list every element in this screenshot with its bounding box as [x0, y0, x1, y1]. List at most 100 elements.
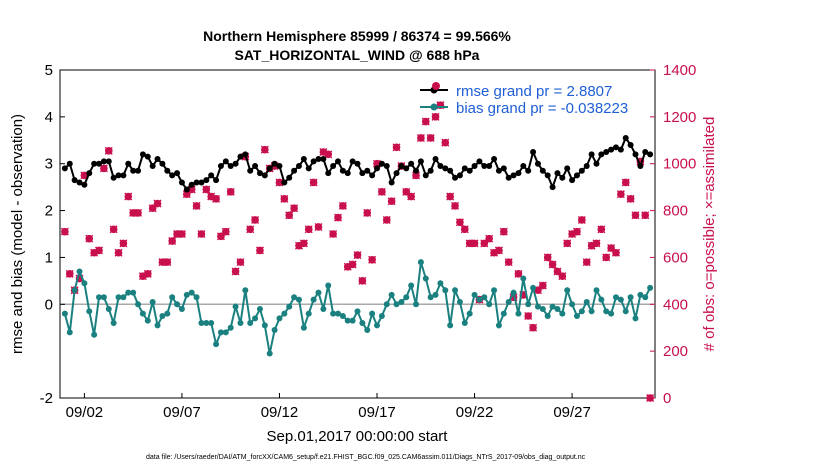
obs-assimilated-marker — [392, 143, 401, 152]
bias-point — [442, 287, 449, 294]
obs-assimilated-marker — [153, 199, 162, 208]
bias-point — [432, 291, 439, 298]
rmse-series — [61, 134, 654, 193]
bias-point — [642, 294, 649, 301]
y-tick-label: 1 — [45, 249, 53, 266]
obs-assimilated-marker — [616, 190, 625, 199]
rmse-point — [159, 160, 166, 167]
bias-point — [115, 294, 122, 301]
rmse-point — [627, 141, 634, 148]
rmse-point — [427, 167, 434, 174]
obs-assimilated-marker — [338, 201, 347, 210]
bias-point — [554, 305, 561, 312]
bias-point — [564, 287, 571, 294]
bias-point — [612, 294, 619, 301]
rmse-point — [66, 160, 73, 167]
bias-point — [632, 315, 639, 322]
rmse-point — [164, 167, 171, 174]
rmse-point — [378, 160, 385, 167]
obs-assimilated-marker — [543, 253, 552, 262]
rmse-point — [110, 174, 117, 181]
y2-tick-label: 1200 — [663, 109, 696, 126]
obs-assimilated-marker — [358, 276, 367, 285]
rmse-point — [115, 172, 122, 179]
rmse-point — [471, 163, 478, 170]
rmse-point — [354, 160, 361, 167]
rmse-point — [213, 177, 220, 184]
rmse-point — [178, 179, 185, 186]
bias-point — [61, 310, 68, 317]
rmse-point — [198, 179, 205, 186]
rmse-point — [505, 174, 512, 181]
rmse-point — [183, 186, 190, 193]
obs-assimilated-marker — [363, 208, 372, 217]
bias-point — [364, 327, 371, 334]
y-tick-label: 2 — [45, 203, 53, 220]
obs-assimilated-marker — [431, 112, 440, 121]
rmse-point — [276, 163, 283, 170]
rmse-point — [559, 174, 566, 181]
bias-point — [135, 301, 142, 308]
bias-point — [305, 310, 312, 317]
rmse-point — [130, 167, 137, 174]
chart-subtitle: SAT_HORIZONTAL_WIND @ 688 hPa — [235, 47, 480, 63]
obs-assimilated-marker — [470, 239, 479, 248]
y-tick-label: -2 — [40, 390, 53, 407]
bias-point — [374, 322, 381, 329]
bias-point — [149, 298, 156, 305]
obs-assimilated-marker — [563, 239, 572, 248]
rmse-point — [573, 172, 580, 179]
rmse-point — [510, 172, 517, 179]
obs-assimilated-marker — [124, 192, 133, 201]
rmse-point — [76, 179, 83, 186]
rmse-point — [593, 160, 600, 167]
obs-assimilated-marker — [504, 258, 513, 267]
obs-assimilated-marker — [202, 185, 211, 194]
bias-point — [627, 294, 634, 301]
bias-point — [413, 301, 420, 308]
obs-assimilated-marker — [524, 312, 533, 320]
bias-point — [452, 287, 459, 294]
obs-assimilated-marker — [226, 187, 235, 196]
obs-assimilated-marker — [60, 227, 69, 236]
rmse-point — [320, 156, 327, 163]
rmse-point — [612, 144, 619, 151]
bias-point — [427, 294, 434, 301]
bias-point — [486, 301, 493, 308]
y-tick-label: 5 — [45, 62, 53, 79]
rmse-point — [144, 153, 151, 160]
bias-point — [461, 320, 468, 327]
obs-assimilated-marker — [646, 394, 655, 402]
bias-point — [383, 301, 390, 308]
bias-point — [96, 294, 103, 301]
obs-assimilated-marker — [421, 117, 430, 126]
bias-point — [169, 294, 176, 301]
x-tick-label: 09/22 — [456, 404, 494, 421]
bias-point — [617, 296, 624, 303]
y-tick-label: 0 — [45, 296, 53, 313]
y2-tick-label: 200 — [663, 343, 688, 360]
rmse-point — [81, 181, 88, 188]
obs-assimilated-marker — [285, 211, 294, 220]
x-tick-label: 09/02 — [66, 404, 104, 421]
bias-point — [530, 284, 537, 291]
legend-bias-label: bias grand pr = -0.038223 — [456, 100, 628, 117]
rmse-point — [417, 158, 424, 165]
bias-point — [447, 322, 454, 329]
obs-assimilated-marker — [597, 225, 606, 234]
rmse-point — [534, 160, 541, 167]
rmse-point — [232, 160, 239, 167]
bias-point — [559, 310, 566, 317]
rmse-point — [339, 167, 346, 174]
bias-series — [61, 259, 654, 357]
rmse-point — [86, 170, 93, 177]
obs-assimilated-marker — [626, 194, 635, 203]
obs-assimilated-marker — [426, 133, 435, 142]
y-axis-label: rmse and bias (model - observation) — [9, 114, 26, 354]
rmse-point — [135, 167, 142, 174]
x-axis-label: Sep.01,2017 00:00:00 start — [267, 428, 449, 445]
bias-point — [378, 313, 385, 319]
bias-point — [495, 322, 502, 329]
rmse-point — [125, 160, 132, 167]
obs-assimilated-marker — [621, 178, 630, 187]
